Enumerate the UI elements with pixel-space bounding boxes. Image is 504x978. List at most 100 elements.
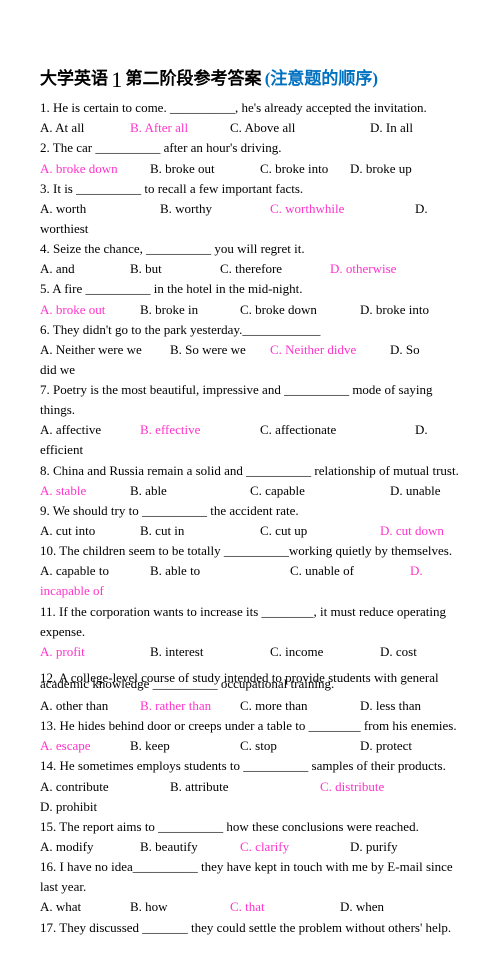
option: C. clarify — [240, 837, 350, 857]
option: B. interest — [150, 642, 270, 662]
option: D. unable — [390, 481, 441, 501]
text-line: 13. He hides behind door or creeps under… — [40, 716, 464, 736]
option: B. able — [130, 481, 250, 501]
option: D. So — [390, 340, 420, 360]
option: D. when — [340, 897, 384, 917]
option: C. affectionate — [260, 420, 415, 440]
option: C. that — [230, 897, 340, 917]
option: C. Neither didve — [270, 340, 390, 360]
option: D. protect — [360, 736, 412, 756]
text-line: D. prohibit — [40, 797, 464, 817]
option-row: A. Neither were weB. So were weC. Neithe… — [40, 340, 464, 360]
option: A. capable to — [40, 561, 150, 581]
overlapped-question: 12. A college-level course of study inte… — [40, 668, 464, 696]
option: D. — [415, 199, 428, 219]
option: A. stable — [40, 481, 130, 501]
option: D. — [410, 561, 423, 581]
option-row: A. profitB. interestC. incomeD. cost — [40, 642, 464, 662]
option: A. At all — [40, 118, 130, 138]
option: A. modify — [40, 837, 140, 857]
option: C. Above all — [230, 118, 370, 138]
text-line: 17. They discussed _______ they could se… — [40, 918, 464, 938]
option: A. profit — [40, 642, 150, 662]
option: B. keep — [130, 736, 240, 756]
option: C. income — [270, 642, 380, 662]
option-row: A. affectiveB. effectiveC. affectionateD… — [40, 420, 464, 440]
option: B. broke in — [140, 300, 240, 320]
option-row: A. modifyB. beautifyC. clarifyD. purify — [40, 837, 464, 857]
option: D. In all — [370, 118, 413, 138]
option-row: A. broke outB. broke inC. broke downD. b… — [40, 300, 464, 320]
overlay-bottom: academic knowledge __________ occupation… — [40, 674, 334, 694]
option: B. cut in — [140, 521, 260, 541]
option: A. other than — [40, 696, 140, 716]
option: B. beautify — [140, 837, 240, 857]
text-line: 11. If the corporation wants to increase… — [40, 602, 464, 642]
text-line: 3. It is __________ to recall a few impo… — [40, 179, 464, 199]
text-line: 9. We should try to __________ the accid… — [40, 501, 464, 521]
text-line: 8. China and Russia remain a solid and _… — [40, 461, 464, 481]
option: A. broke out — [40, 300, 140, 320]
option-row: A. contributeB. attributeC. distribute — [40, 777, 464, 797]
option: C. broke down — [240, 300, 360, 320]
option: A. affective — [40, 420, 140, 440]
option: A. cut into — [40, 521, 140, 541]
option: B. but — [130, 259, 220, 279]
text-line: incapable of — [40, 581, 464, 601]
option: C. therefore — [220, 259, 330, 279]
text-line: 2. The car __________ after an hour's dr… — [40, 138, 464, 158]
option: C. capable — [250, 481, 390, 501]
title-part-a: 大学英语 — [40, 69, 108, 88]
title-one: 1 — [111, 67, 122, 92]
option: B. how — [130, 897, 230, 917]
option: D. cost — [380, 642, 417, 662]
option: D. cut down — [380, 521, 444, 541]
option: A. contribute — [40, 777, 170, 797]
option: D. broke up — [350, 159, 412, 179]
text-line: efficient — [40, 440, 464, 460]
text-line: 14. He sometimes employs students to ___… — [40, 756, 464, 776]
question-list: 1. He is certain to come. __________, he… — [40, 98, 464, 938]
option: D. — [415, 420, 428, 440]
title-part-b: 第二阶段参考答案 — [126, 69, 262, 88]
option: C. distribute — [320, 777, 384, 797]
option-row: A. At allB. After allC. Above allD. In a… — [40, 118, 464, 138]
text-line: 10. The children seem to be totally ____… — [40, 541, 464, 561]
option: C. worthwhile — [270, 199, 415, 219]
option: B. attribute — [170, 777, 320, 797]
option: B. worthy — [160, 199, 270, 219]
text-line: did we — [40, 360, 464, 380]
option: B. After all — [130, 118, 230, 138]
option: C. unable of — [290, 561, 410, 581]
option-row: A. stableB. ableC. capableD. unable — [40, 481, 464, 501]
option: C. stop — [240, 736, 360, 756]
option: A. broke down — [40, 159, 150, 179]
text-line: 15. The report aims to __________ how th… — [40, 817, 464, 837]
option-row: A. andB. butC. thereforeD. otherwise — [40, 259, 464, 279]
option: A. and — [40, 259, 130, 279]
text-line: 6. They didn't go to the park yesterday.… — [40, 320, 464, 340]
option: B. So were we — [170, 340, 270, 360]
option: B. broke out — [150, 159, 260, 179]
option: D. purify — [350, 837, 398, 857]
option: D. otherwise — [330, 259, 396, 279]
text-line: 4. Seize the chance, __________ you will… — [40, 239, 464, 259]
option: C. more than — [240, 696, 360, 716]
text-line: 1. He is certain to come. __________, he… — [40, 98, 464, 118]
option: A. Neither were we — [40, 340, 170, 360]
option-row: A. worthB. worthyC. worthwhileD. — [40, 199, 464, 219]
option-row: A. other thanB. rather thanC. more thanD… — [40, 696, 464, 716]
option: B. rather than — [140, 696, 240, 716]
option: B. able to — [150, 561, 290, 581]
option: B. effective — [140, 420, 260, 440]
option-row: A. capable toB. able toC. unable ofD. — [40, 561, 464, 581]
option: A. what — [40, 897, 130, 917]
option: A. worth — [40, 199, 160, 219]
text-line: 5. A fire __________ in the hotel in the… — [40, 279, 464, 299]
option: C. cut up — [260, 521, 380, 541]
text-line: 16. I have no idea__________ they have k… — [40, 857, 464, 897]
title-part-c: (注意题的顺序) — [265, 69, 378, 88]
option-row: A. cut intoB. cut inC. cut upD. cut down — [40, 521, 464, 541]
text-line: 7. Poetry is the most beautiful, impress… — [40, 380, 464, 420]
option: C. broke into — [260, 159, 350, 179]
